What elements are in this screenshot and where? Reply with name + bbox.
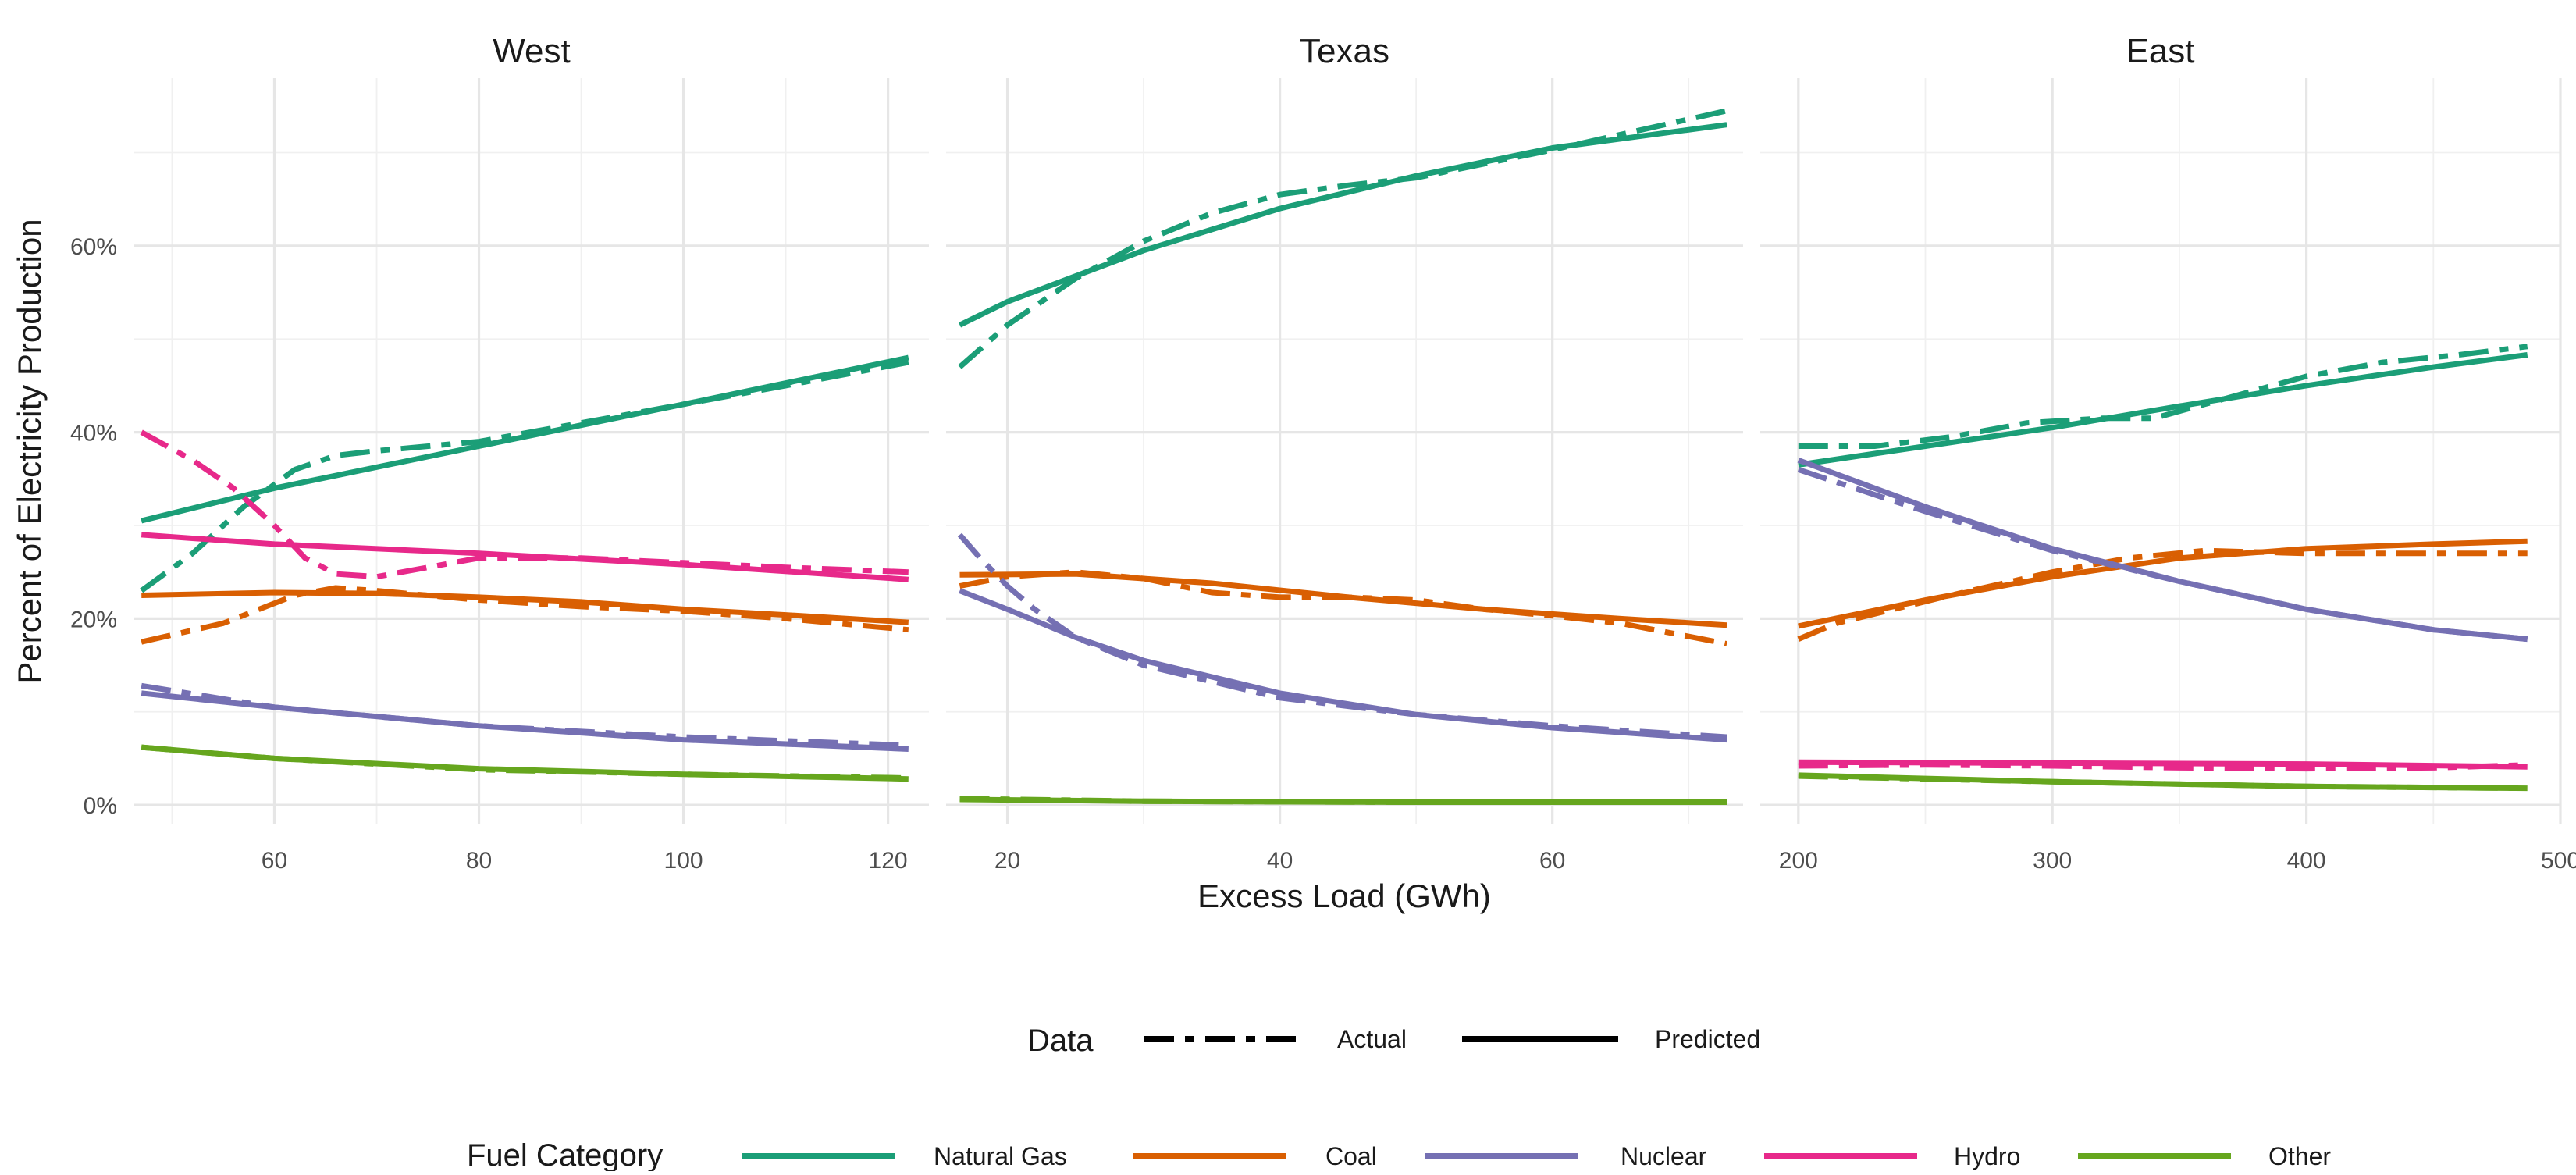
- x-tick-label: 60: [1539, 848, 1565, 874]
- series-line-east-nuclear-actual: [1797, 467, 2528, 643]
- panel-title-texas: Texas: [1300, 32, 1389, 70]
- x-tick-label: 500: [2541, 848, 2576, 874]
- x-tick-label: 120: [869, 848, 908, 874]
- series-line-east-hydro-actual: [1798, 762, 2528, 772]
- series-line-west-natural-gas-actual: [140, 359, 909, 593]
- y-tick-label: 20%: [70, 607, 117, 632]
- series-line-west-coal-actual: [141, 585, 909, 645]
- series-line-texas-other-actual: [959, 796, 1727, 805]
- x-tick-label: 100: [664, 848, 703, 874]
- legend-data-title: Data: [1027, 1024, 1094, 1058]
- y-tick-label: 0%: [84, 793, 117, 819]
- series-line-west-hydro-predicted: [141, 532, 909, 582]
- legend-label-hydro: Hydro: [1954, 1142, 2020, 1170]
- series-line-west-coal-predicted: [141, 589, 909, 625]
- series-line-texas-natural-gas-actual: [958, 108, 1727, 369]
- legend-label-coal: Coal: [1325, 1142, 1377, 1170]
- series-line-west-nuclear-actual: [141, 682, 909, 749]
- legend-label-nuclear: Nuclear: [1621, 1142, 1707, 1170]
- x-axis-title: Excess Load (GWh): [1197, 878, 1491, 914]
- panel-title-west: West: [493, 32, 570, 70]
- series-line-texas-coal-actual: [959, 569, 1727, 647]
- y-tick-label: 60%: [70, 234, 117, 260]
- x-tick-label: 60: [262, 848, 287, 874]
- series-line-east-natural-gas-actual: [1798, 344, 2528, 449]
- x-tick-label: 40: [1267, 848, 1293, 874]
- series-line-east-other-actual: [1798, 773, 2528, 792]
- series-line-texas-nuclear-predicted: [959, 588, 1727, 743]
- series-line-west-natural-gas-predicted: [141, 354, 909, 524]
- series-line-west-other-actual: [141, 744, 909, 781]
- series-line-east-nuclear-predicted: [1797, 458, 2528, 643]
- legend-fuel-title: Fuel Category: [467, 1138, 663, 1171]
- legend-label-other: Other: [2268, 1142, 2331, 1170]
- x-tick-label: 20: [994, 848, 1020, 874]
- series-line-texas-natural-gas-predicted: [958, 122, 1727, 328]
- y-tick-label: 40%: [70, 421, 117, 447]
- series-line-west-hydro-actual: [140, 429, 909, 580]
- x-tick-label: 80: [466, 848, 492, 874]
- legend-label-predicted: Predicted: [1655, 1025, 1760, 1053]
- x-tick-label: 300: [2033, 848, 2072, 874]
- x-tick-label: 200: [1779, 848, 1818, 874]
- series-line-texas-nuclear-actual: [957, 532, 1727, 740]
- panel-title-east: East: [2126, 32, 2194, 70]
- y-axis-title: Percent of Electricity Production: [11, 219, 48, 683]
- series-line-east-natural-gas-predicted: [1798, 352, 2528, 468]
- legend-label-actual: Actual: [1337, 1025, 1407, 1053]
- series-line-east-coal-actual: [1797, 547, 2528, 642]
- legend-label-natural-gas: Natural Gas: [934, 1142, 1067, 1170]
- x-tick-label: 400: [2287, 848, 2326, 874]
